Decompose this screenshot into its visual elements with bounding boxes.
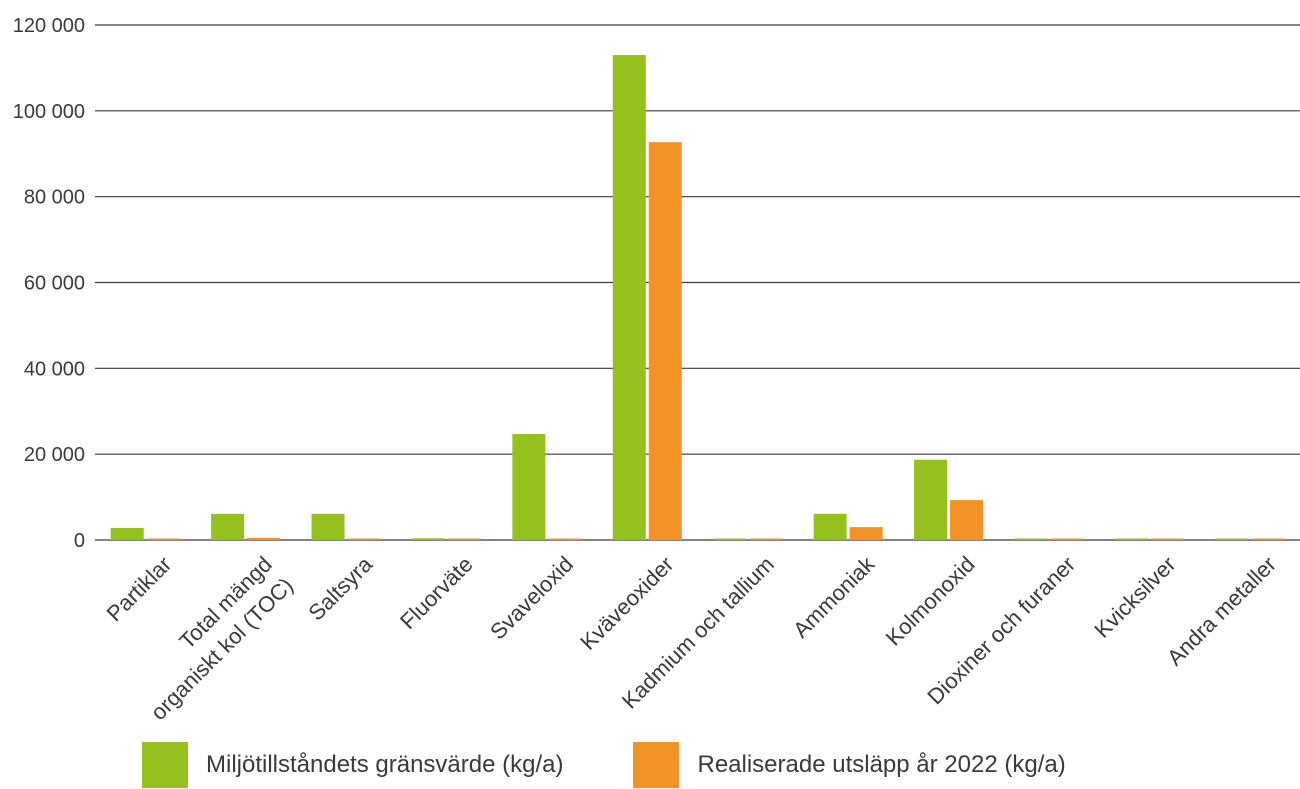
x-category-label: Kväveoxider: [575, 552, 678, 655]
bar-limit: [110, 527, 144, 540]
bar-actual: [447, 538, 481, 540]
bar-limit: [914, 459, 948, 540]
y-tick-label: 120 000: [13, 15, 85, 37]
legend-swatch-orange: [633, 742, 680, 788]
bar-actual: [749, 538, 783, 540]
x-tick-label: Ammoniak: [788, 551, 880, 643]
legend-item-actual: Realiserade utsläpp år 2022 (kg/a): [633, 742, 1066, 788]
bar-actual: [1150, 538, 1184, 540]
x-tick-label: Kvicksilver: [1089, 552, 1180, 643]
legend: Miljötillståndets gränsvärde (kg/a) Real…: [142, 742, 1136, 788]
bar-actual: [1050, 538, 1084, 540]
bar-actual: [950, 500, 984, 540]
gridlines: [95, 24, 1300, 541]
x-category-label: Kolmonoxid: [881, 552, 980, 651]
bar-limit: [1114, 538, 1148, 540]
bar-limit: [1215, 538, 1249, 540]
x-category-label: Saltsyra: [303, 551, 377, 625]
bar-actual: [1251, 538, 1285, 540]
legend-label-actual: Realiserade utsläpp år 2022 (kg/a): [697, 751, 1066, 778]
bar-actual: [548, 538, 582, 540]
bar-limit: [211, 513, 245, 540]
x-category-label: Kvicksilver: [1089, 552, 1180, 643]
x-category-label: Partiklar: [102, 552, 177, 627]
bar-actual: [347, 538, 381, 540]
bar-limit: [512, 433, 546, 540]
x-category-label: Ammoniak: [788, 551, 880, 643]
y-axis-ticks: 0 20 000 40 000 60 000 80 000 100 000 120 000: [13, 15, 85, 552]
legend-item-limit: Miljötillståndets gränsvärde (kg/a): [142, 742, 563, 788]
y-tick-label: 40 000: [24, 358, 85, 380]
bar-limit: [713, 538, 747, 540]
x-tick-label: Fluorväte: [395, 552, 478, 635]
x-tick-label: Kväveoxider: [575, 552, 678, 655]
legend-label-limit: Miljötillståndets gränsvärde (kg/a): [206, 751, 564, 778]
bar-actual: [849, 527, 883, 540]
bar-limit: [311, 513, 345, 540]
bar-limit: [411, 538, 445, 540]
y-tick-label: 100 000: [13, 101, 85, 123]
x-category-label: Fluorväte: [395, 552, 478, 635]
x-tick-label: Saltsyra: [303, 551, 377, 625]
bar-limit: [813, 513, 847, 540]
x-tick-label: Partiklar: [102, 552, 177, 627]
bar-actual: [146, 538, 180, 540]
legend-swatch-green: [142, 742, 188, 788]
x-tick-label: Svaveloxid: [485, 552, 578, 645]
bars: [110, 55, 1285, 541]
bar-limit: [612, 55, 646, 541]
y-tick-label: 60 000: [24, 273, 85, 295]
bar-actual: [648, 142, 682, 540]
x-tick-label: Kolmonoxid: [881, 552, 980, 651]
y-tick-label: 80 000: [24, 187, 85, 209]
x-category-label: Svaveloxid: [485, 552, 578, 645]
y-tick-label: 0: [74, 530, 85, 552]
bar-actual: [247, 537, 281, 540]
y-tick-label: 20 000: [24, 444, 85, 466]
bar-limit: [1014, 538, 1048, 540]
